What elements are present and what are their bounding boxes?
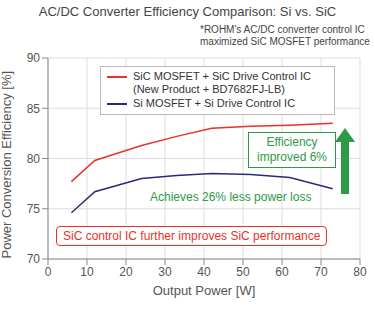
svg-text:90: 90 <box>27 51 41 65</box>
svg-text:75: 75 <box>27 202 41 216</box>
html-text:SiC control IC further improve: SiC control IC further improves SiC perf… <box>63 229 321 243</box>
svg-text:50: 50 <box>236 265 250 279</box>
svg-text:85: 85 <box>27 102 41 116</box>
html-text:*ROHM's AC/DC converter contro: *ROHM's AC/DC converter control IC maxim… <box>200 24 370 47</box>
html-text:Si MOSFET + Si Drive Control I: Si MOSFET + Si Drive Control IC <box>133 97 296 109</box>
svg-text:70: 70 <box>27 252 41 266</box>
svg-text:40: 40 <box>197 265 211 279</box>
html-text:Achieves 26% less power loss: Achieves 26% less power loss <box>150 190 312 204</box>
html-text:AC/DC Converter Efficiency Com: AC/DC Converter Efficiency Comparison: S… <box>38 4 337 19</box>
svg-text:0: 0 <box>45 265 52 279</box>
svg-text:Power Conversion Efficiency [%: Power Conversion Efficiency [%] <box>8 71 14 259</box>
html-text:Efficiency improved 6%: Efficiency improved 6% <box>257 135 327 164</box>
svg-text:80: 80 <box>353 265 367 279</box>
svg-text:60: 60 <box>275 265 289 279</box>
svg-text:80: 80 <box>27 152 41 166</box>
svg-text:Output Power [W]: Output Power [W] <box>153 283 256 298</box>
svg-text:20: 20 <box>119 265 133 279</box>
svg-text:30: 30 <box>158 265 172 279</box>
svg-text:70: 70 <box>314 265 328 279</box>
svg-text:10: 10 <box>80 265 94 279</box>
html-text:SiC MOSFET + SiC Drive Control: SiC MOSFET + SiC Drive Control IC (New P… <box>133 70 311 95</box>
